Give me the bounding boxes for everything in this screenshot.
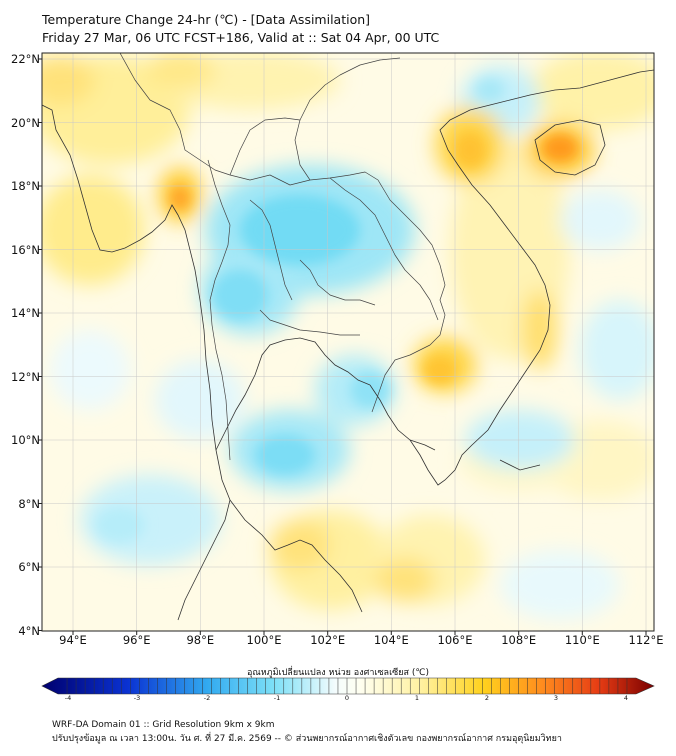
lon-label: 112°E [628, 633, 664, 647]
lon-label: 104°E [373, 633, 409, 647]
lat-label: 8°N [18, 496, 40, 511]
coastlines [42, 69, 654, 621]
lon-label: 100°E [246, 633, 282, 647]
lat-label: 4°N [18, 623, 40, 638]
colorbar-tick-label: -3 [133, 694, 141, 702]
axis-ticks [38, 58, 647, 635]
colorbar-tick-label: 0 [344, 694, 350, 702]
footer-model-info: WRF-DA Domain 01 :: Grid Resolution 9km … [52, 720, 275, 730]
lat-label: 10°N [11, 433, 40, 447]
lon-label: 106°E [437, 633, 473, 647]
lon-label: 102°E [310, 633, 346, 647]
lon-label: 108°E [501, 633, 537, 647]
colorbar-title: อุณหภูมิเปลี่ยนแปลง หน่วย องศาเซลเซียส (… [246, 668, 430, 678]
map-title: Temperature Change 24-hr (℃) - [Data Ass… [42, 12, 371, 27]
lat-label: 18°N [11, 179, 40, 193]
map-gridlines [42, 53, 654, 631]
map-frame [41, 52, 655, 632]
lon-label: 98°E [186, 633, 215, 647]
footer-credit: ปรับปรุงข้อมูล ณ เวลา 13:00น. วัน ศ. ที่… [52, 734, 562, 744]
lat-label: 6°N [18, 560, 40, 574]
colorbar [41, 677, 655, 695]
lat-label: 12°N [11, 369, 40, 384]
lat-label: 22°N [11, 52, 40, 66]
lat-label: 20°N [11, 115, 40, 130]
country-borders [119, 53, 446, 461]
lon-label: 110°E [564, 633, 600, 647]
colorbar-tick-label: 3 [553, 694, 559, 702]
lon-label: 94°E [59, 633, 87, 647]
colorbar-tick-label: -4 [64, 694, 72, 702]
lon-label: 96°E [122, 633, 151, 647]
colorbar-tick-label: 1 [414, 694, 420, 702]
lat-label: 14°N [11, 306, 40, 320]
map-subtitle: Friday 27 Mar, 06 UTC FCST+186, Valid at… [42, 30, 440, 45]
temperature-field [42, 53, 654, 631]
colorbar-tick-label: -2 [203, 694, 211, 702]
colorbar-tick-label: 4 [623, 694, 629, 702]
colorbar-tick-label: 2 [484, 694, 490, 702]
colorbar-tick-label: -1 [273, 694, 281, 702]
lat-label: 16°N [11, 242, 40, 257]
